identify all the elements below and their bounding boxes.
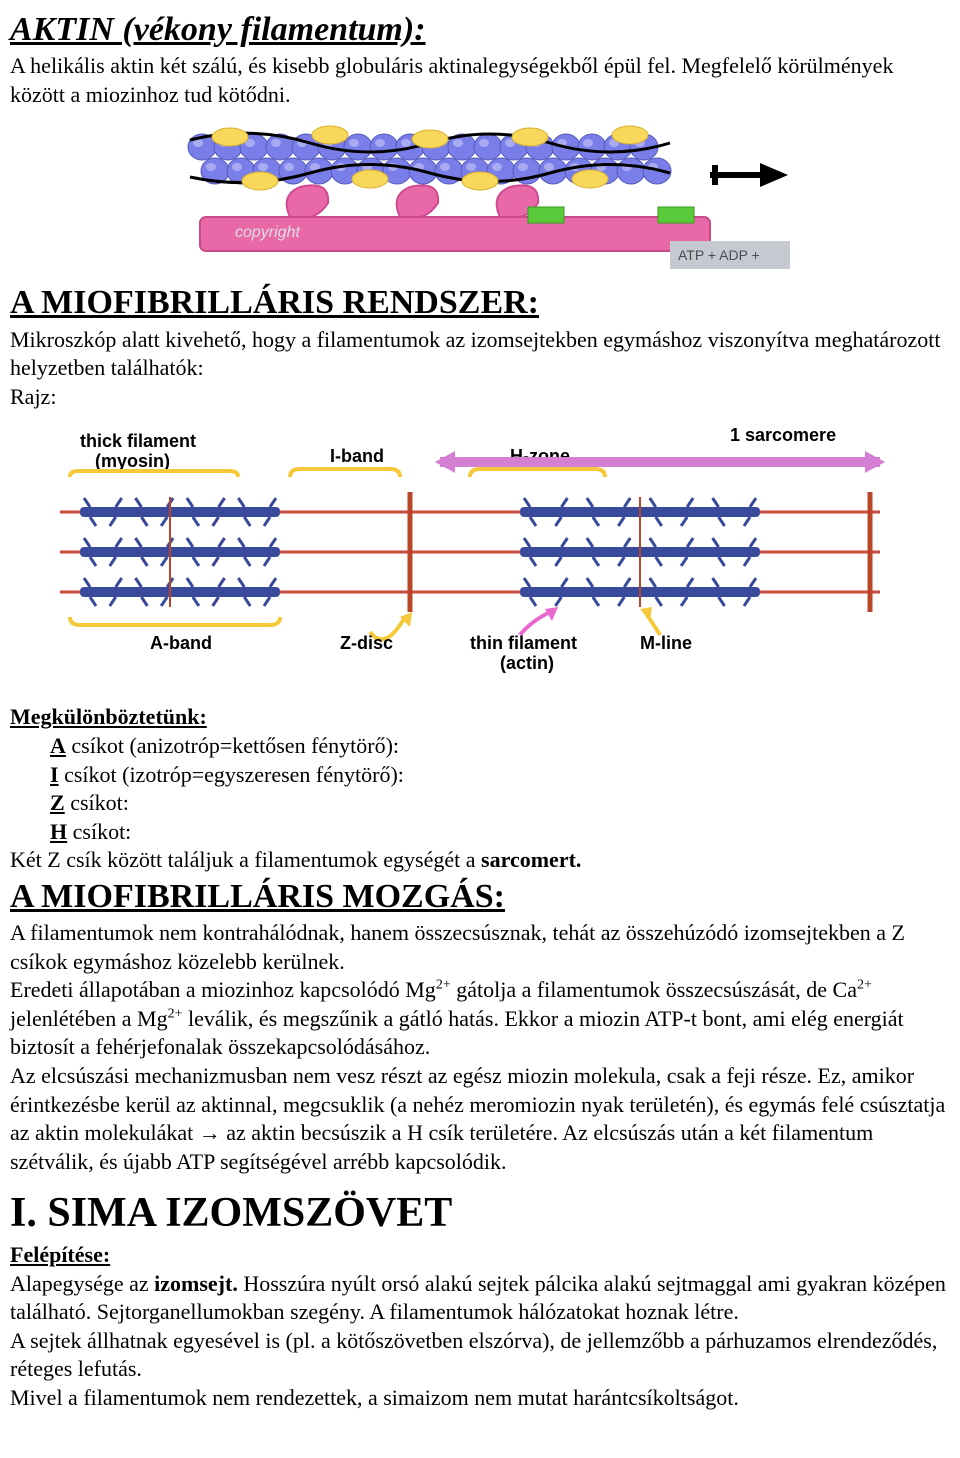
item-z: Z csíkot: [50, 789, 950, 818]
label-myosin: (myosin) [95, 451, 170, 471]
rendszer-paragraph: Mikroszkóp alatt kivehető, hogy a filame… [10, 326, 950, 383]
figure-sarcomere: thick filament (myosin) I-band H-zone 1 … [40, 417, 920, 697]
heading-felepitese: Felépítése: [10, 1242, 110, 1267]
section-rendszer: A MIOFIBRILLÁRIS RENDSZER: Mikroszkóp al… [10, 281, 950, 411]
movement-p3: Az elcsúszási mechanizmusban nem vesz ré… [10, 1062, 950, 1176]
rajz-label: Rajz: [10, 383, 950, 412]
green-block-1 [528, 207, 564, 223]
section-distinguish: Megkülönböztetünk: A csíkot (anizotróp=k… [10, 703, 950, 875]
section-aktin: AKTIN (vékony filamentum): A helikális a… [10, 8, 950, 109]
sima-p3: Mivel a filamentumok nem rendezettek, a … [10, 1384, 950, 1413]
item-h: H csíkot: [50, 818, 950, 847]
section-sima: I. SIMA IZOMSZÖVET Felépítése: Alapegysé… [10, 1186, 950, 1412]
label-aband: A-band [150, 633, 212, 653]
figure-actin-filament: copyright ATP + ADP + [170, 115, 790, 275]
heading-distinguish: Megkülönböztetünk: [10, 704, 207, 729]
label-sarcomere: 1 sarcomere [730, 425, 836, 445]
green-block-2 [658, 207, 694, 223]
label-mline: M-line [640, 633, 692, 653]
heading-rendszer: A MIOFIBRILLÁRIS RENDSZER: [10, 284, 539, 321]
label-zdisc: Z-disc [340, 633, 393, 653]
movement-p2: Eredeti állapotában a miozinhoz kapcsoló… [10, 976, 950, 1062]
sima-p2: A sejtek állhatnak egyesével is (pl. a k… [10, 1327, 950, 1384]
label-thin-filament: thin filament [470, 633, 577, 653]
watermark-copyright: copyright [235, 224, 300, 241]
svg-text:ATP + ADP +: ATP + ADP + [678, 247, 760, 263]
item-i: I csíkot (izotróp=egyszeresen fénytörő): [50, 761, 950, 790]
sarcomert-line: Két Z csík között találjuk a filamentumo… [10, 846, 950, 875]
item-a: A csíkot (anizotróp=kettősen fénytörő): [50, 732, 950, 761]
sima-p1: Alapegysége az izomsejt. Hosszúra nyúlt … [10, 1270, 950, 1327]
heading-aktin: AKTIN (vékony filamentum): [10, 11, 426, 48]
movement-p1: A filamentumok nem kontrahálódnak, hanem… [10, 919, 950, 976]
label-thick-filament: thick filament [80, 431, 196, 451]
section-movement: A MIOFIBRILLÁRIS MOZGÁS: A filamentumok … [10, 875, 950, 1177]
heading-sima: I. SIMA IZOMSZÖVET [10, 1186, 950, 1241]
right-label-box: ATP + ADP + [670, 241, 790, 269]
heading-movement: A MIOFIBRILLÁRIS MOZGÁS: [10, 878, 505, 915]
label-iband: I-band [330, 446, 384, 466]
label-actin: (actin) [500, 653, 554, 673]
aktin-paragraph: A helikális aktin két szálú, és kisebb g… [10, 52, 950, 109]
